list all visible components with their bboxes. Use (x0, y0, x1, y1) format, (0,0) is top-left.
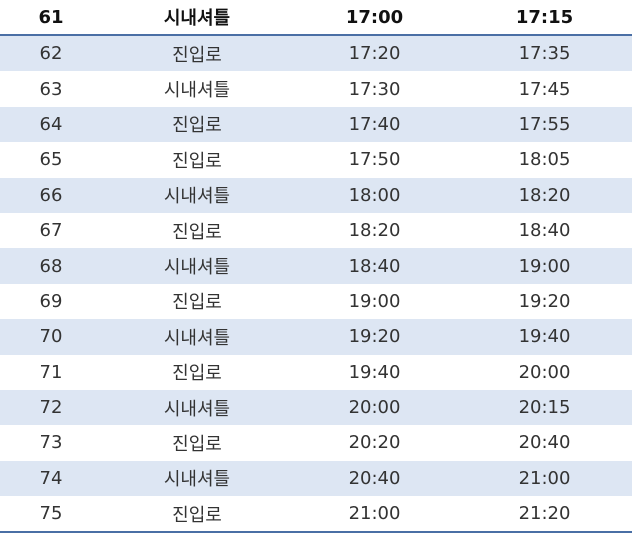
trip-number-cell: 62 (0, 35, 102, 72)
table-row: 72 시내셔틀 20:00 20:15 (0, 389, 632, 426)
table-row: 74 시내셔틀 20:40 21:00 (0, 460, 632, 497)
arrival-time-cell: 17:35 (457, 35, 632, 72)
table-row: 73 진입로 20:20 20:40 (0, 425, 632, 460)
table-row: 64 진입로 17:40 17:55 (0, 106, 632, 143)
trip-number-cell: 63 (39, 78, 63, 100)
departure-time-cell: 21:00 (292, 496, 457, 534)
departure-time-cell: 18:20 (348, 220, 401, 242)
departure-time-cell: 17:20 (292, 35, 457, 72)
arrival-time-cell: 18:05 (518, 149, 571, 171)
departure-time-cell: 19:00 (348, 290, 401, 312)
route-type-cell: 시내셔틀 (102, 248, 292, 284)
trip-number-cell: 65 (39, 149, 63, 171)
table-row: 75 진입로 21:00 21:20 (0, 496, 632, 534)
trip-number-cell: 67 (39, 220, 63, 242)
table-row: 62 진입로 17:20 17:35 (0, 35, 632, 72)
trip-number-cell: 72 (0, 389, 102, 426)
route-type-cell: 시내셔틀 (163, 80, 231, 102)
arrival-time-cell: 19:00 (457, 248, 632, 284)
trip-number-cell: 74 (0, 460, 102, 497)
route-type-cell: 시내셔틀 (102, 177, 292, 213)
departure-time-cell: 17:40 (292, 106, 457, 143)
arrival-time-cell: 18:40 (518, 220, 571, 242)
trip-number-cell: 69 (39, 290, 63, 312)
trip-number-cell: 71 (39, 361, 63, 383)
arrival-time-cell: 20:00 (518, 361, 571, 383)
arrival-time-cell: 21:20 (457, 496, 632, 534)
departure-time-cell: 18:40 (292, 248, 457, 284)
arrival-time-cell: 17:55 (457, 106, 632, 143)
route-type-cell: 진입로 (102, 106, 292, 143)
table-row: 65 진입로 17:50 18:05 (0, 142, 632, 177)
route-type-cell: 진입로 (102, 35, 292, 72)
trip-number-cell: 61 (0, 0, 102, 36)
trip-number-cell: 66 (0, 177, 102, 213)
trip-number-cell: 73 (39, 432, 63, 454)
route-type-cell: 시내셔틀 (102, 460, 292, 497)
departure-time-cell: 19:40 (348, 361, 401, 383)
trip-number-cell: 75 (0, 496, 102, 534)
table-row: 70 시내셔틀 19:20 19:40 (0, 319, 632, 355)
table-row: 69 진입로 19:00 19:20 (0, 284, 632, 319)
route-type-cell: 시내셔틀 (102, 389, 292, 426)
table-row: 71 진입로 19:40 20:00 (0, 355, 632, 390)
arrival-time-cell: 18:20 (457, 177, 632, 213)
departure-time-cell: 20:20 (348, 432, 401, 454)
route-type-cell: 시내셔틀 (102, 319, 292, 355)
route-type-cell: 진입로 (172, 433, 222, 455)
table-row: 68 시내셔틀 18:40 19:00 (0, 248, 632, 284)
arrival-time-cell: 19:20 (518, 290, 571, 312)
route-type-cell: 진입로 (172, 363, 222, 385)
departure-time-cell: 18:00 (292, 177, 457, 213)
table-row: 66 시내셔틀 18:00 18:20 (0, 177, 632, 213)
table-row: 67 진입로 18:20 18:40 (0, 213, 632, 248)
arrival-time-cell: 17:15 (457, 0, 632, 36)
arrival-time-cell: 20:15 (457, 389, 632, 426)
departure-time-cell: 17:30 (348, 78, 401, 100)
departure-time-cell: 19:20 (292, 319, 457, 355)
arrival-time-cell: 21:00 (457, 460, 632, 497)
departure-time-cell: 20:00 (292, 389, 457, 426)
arrival-time-cell: 20:40 (518, 432, 571, 454)
route-type-cell: 진입로 (172, 150, 222, 172)
route-type-cell: 진입로 (102, 496, 292, 534)
departure-time-cell: 20:40 (292, 460, 457, 497)
trip-number-cell: 68 (0, 248, 102, 284)
arrival-time-cell: 17:45 (518, 78, 571, 100)
table-row: 63 시내셔틀 17:30 17:45 (0, 71, 632, 106)
route-type-cell: 시내셔틀 (102, 0, 292, 36)
departure-time-cell: 17:50 (348, 149, 401, 171)
route-type-cell: 진입로 (172, 221, 222, 243)
arrival-time-cell: 19:40 (457, 319, 632, 355)
table-row: 61 시내셔틀 17:00 17:15 (0, 0, 632, 36)
departure-time-cell: 17:00 (292, 0, 457, 36)
trip-number-cell: 64 (0, 106, 102, 143)
trip-number-cell: 70 (0, 319, 102, 355)
route-type-cell: 진입로 (172, 292, 222, 314)
